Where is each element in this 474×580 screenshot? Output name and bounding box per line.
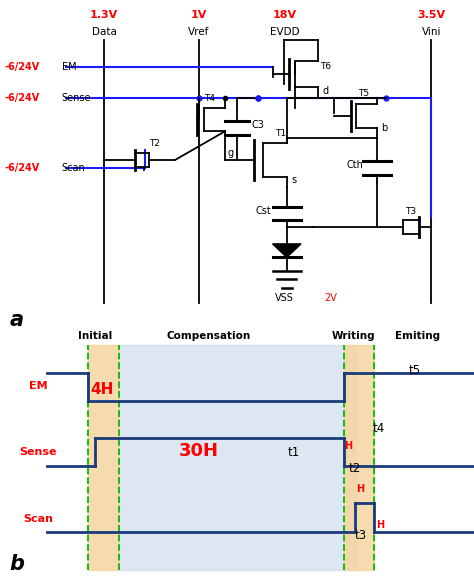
Text: Vref: Vref — [188, 27, 210, 37]
Text: EM: EM — [28, 381, 47, 391]
Text: VSS: VSS — [275, 293, 294, 303]
Text: Vini: Vini — [421, 27, 441, 37]
Text: -6/24V: -6/24V — [5, 163, 40, 173]
Text: 1V: 1V — [191, 10, 207, 20]
Text: EVDD: EVDD — [270, 27, 299, 37]
Text: H: H — [376, 520, 384, 530]
Text: Data: Data — [92, 27, 117, 37]
Text: C3: C3 — [251, 120, 264, 130]
Text: Writing: Writing — [331, 331, 375, 341]
Polygon shape — [273, 244, 301, 258]
Text: t4: t4 — [373, 422, 385, 434]
Text: Emiting: Emiting — [394, 331, 440, 341]
Text: t2: t2 — [348, 462, 361, 476]
Bar — [88, 345, 118, 570]
Text: T3: T3 — [405, 206, 416, 216]
Text: T6: T6 — [320, 62, 331, 71]
Text: d: d — [322, 86, 328, 96]
Text: Sense: Sense — [19, 447, 57, 458]
Text: t3: t3 — [354, 529, 366, 542]
Text: Cst: Cst — [256, 206, 272, 216]
Bar — [344, 345, 374, 570]
Text: 4H: 4H — [90, 382, 114, 397]
Text: T1: T1 — [275, 129, 286, 138]
Text: Initial: Initial — [78, 331, 112, 341]
Text: s: s — [292, 175, 297, 186]
Text: Scan: Scan — [23, 514, 53, 524]
Text: Sense: Sense — [62, 93, 91, 103]
Text: 1.3V: 1.3V — [90, 10, 118, 20]
Text: Scan: Scan — [62, 163, 85, 173]
Text: Compensation: Compensation — [166, 331, 251, 341]
Text: -6/24V: -6/24V — [5, 93, 40, 103]
Text: 3.5V: 3.5V — [417, 10, 446, 20]
Text: 2V: 2V — [325, 293, 337, 303]
Text: 30H: 30H — [179, 442, 219, 460]
Text: T2: T2 — [149, 139, 160, 148]
Text: t5: t5 — [409, 364, 421, 377]
Text: b: b — [382, 123, 388, 133]
Text: a: a — [9, 310, 24, 330]
Text: -6/24V: -6/24V — [5, 62, 40, 72]
Text: g: g — [228, 148, 234, 158]
Text: H: H — [356, 484, 365, 494]
Text: t1: t1 — [288, 446, 300, 459]
Text: b: b — [9, 554, 25, 574]
Text: T5: T5 — [358, 89, 369, 98]
Bar — [118, 345, 356, 570]
Text: Cth: Cth — [346, 160, 363, 170]
Text: EM: EM — [62, 62, 76, 72]
Text: H: H — [345, 441, 353, 451]
Text: 18V: 18V — [273, 10, 296, 20]
Text: T4: T4 — [204, 94, 215, 103]
